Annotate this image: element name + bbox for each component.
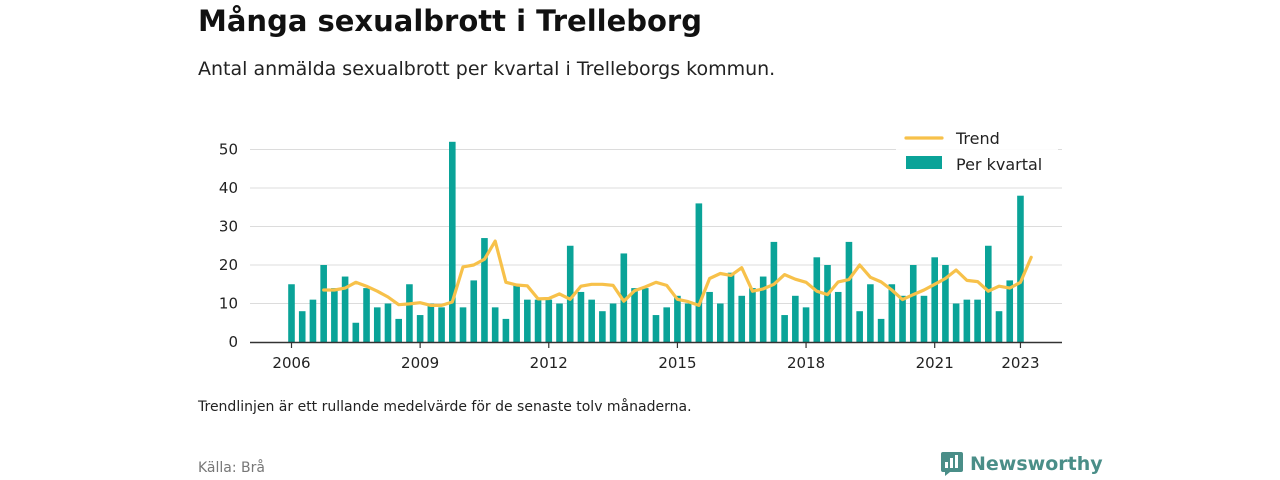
bar: [856, 311, 863, 342]
newsworthy-logo-icon: [941, 452, 963, 476]
bar: [684, 303, 692, 342]
bar: [802, 307, 810, 342]
bar: [695, 203, 703, 342]
y-tick-label: 0: [228, 333, 238, 351]
trend-note: Trendlinjen är ett rullande medelvärde f…: [198, 399, 692, 415]
bar: [717, 303, 724, 342]
bar: [931, 257, 938, 342]
legend-bar-label: Per kvartal: [956, 155, 1042, 174]
bar: [438, 307, 445, 342]
bar: [663, 307, 670, 342]
bar: [995, 311, 1003, 342]
bar: [1017, 195, 1024, 342]
bar: [534, 299, 542, 342]
bar: [556, 303, 563, 342]
bar: [770, 241, 778, 342]
bar: [942, 265, 949, 342]
brand-name: Newsworthy: [970, 453, 1103, 475]
x-tick-label: 2018: [787, 354, 825, 372]
chart-title: Många sexualbrott i Trelleborg: [198, 4, 702, 38]
y-tick-label: 40: [219, 179, 238, 197]
brand-logo: Newsworthy: [940, 451, 1103, 477]
bar: [331, 288, 338, 342]
bar: [609, 303, 617, 342]
bar: [309, 299, 317, 342]
bar: [373, 307, 381, 342]
bar: [749, 288, 756, 342]
bar: [631, 288, 638, 342]
bar: [341, 276, 349, 342]
trend-line: [322, 239, 1033, 307]
bar: [652, 315, 660, 342]
bar: [867, 284, 874, 342]
bar: [545, 299, 553, 342]
bar: [824, 265, 831, 342]
bar: [491, 307, 499, 342]
x-tick-label: 2021: [916, 354, 954, 372]
bar: [577, 291, 585, 342]
bar: [588, 299, 595, 342]
source-label: Källa: Brå: [198, 460, 265, 476]
x-tick-label: 2012: [530, 354, 568, 372]
bar: [813, 257, 821, 342]
bar: [620, 253, 628, 342]
bar: [395, 318, 402, 342]
bar: [974, 299, 981, 342]
legend-box: [896, 126, 1058, 180]
bar: [363, 288, 370, 342]
bar: [641, 288, 649, 342]
bar: [877, 318, 885, 342]
bar: [288, 284, 295, 342]
bar: [298, 311, 306, 342]
bar: [416, 315, 424, 342]
bar: [524, 299, 531, 342]
x-tick-label: 2006: [272, 354, 310, 372]
x-tick-label: 2023: [1001, 354, 1039, 372]
bar: [352, 322, 360, 342]
bar: [727, 272, 735, 342]
legend-bar-swatch: [906, 156, 942, 169]
bar: [459, 307, 467, 342]
bar: [952, 303, 960, 342]
bar: [481, 238, 488, 342]
bar: [566, 245, 574, 342]
bar: [384, 303, 392, 342]
bar: [470, 280, 478, 342]
x-tick-label: 2015: [658, 354, 696, 372]
y-tick-label: 10: [219, 295, 238, 313]
bar: [963, 299, 971, 342]
bar: [920, 295, 928, 342]
y-tick-label: 20: [219, 256, 238, 274]
bar: [674, 295, 681, 342]
bar: [320, 265, 327, 342]
bar: [781, 315, 788, 342]
legend-trend-label: Trend: [955, 129, 1000, 148]
bar: [845, 241, 853, 342]
bar: [706, 291, 713, 342]
chart-subtitle: Antal anmälda sexualbrott per kvartal i …: [198, 58, 776, 80]
bar: [449, 141, 456, 342]
bar: [899, 295, 906, 342]
bar: [406, 284, 413, 342]
bar: [513, 284, 520, 342]
bar: [834, 291, 842, 342]
bar: [502, 318, 510, 342]
bar: [909, 265, 917, 342]
bar: [985, 245, 992, 342]
y-tick-label: 50: [219, 141, 238, 159]
bar: [792, 295, 799, 342]
bar: [888, 284, 896, 342]
x-tick-label: 2009: [401, 354, 439, 372]
bar: [427, 303, 435, 342]
bar: [759, 276, 767, 342]
quarterly-chart: 0 10 20 30 40 50 2006 2009 2012 2015 2018 2021 2023 T…: [218, 126, 1062, 372]
bar: [1006, 280, 1014, 342]
y-tick-label: 30: [219, 218, 238, 236]
bar: [599, 311, 606, 342]
bar: [738, 295, 746, 342]
